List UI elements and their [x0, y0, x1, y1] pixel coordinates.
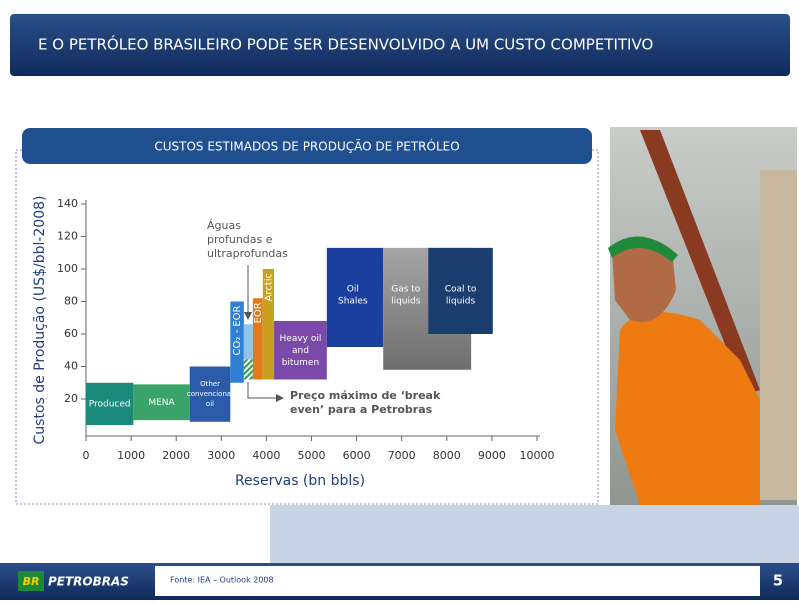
x-tick-label: 4000	[252, 449, 280, 462]
x-tick-label: 10000	[520, 449, 555, 462]
box-label: oil	[206, 400, 214, 408]
footer-box	[155, 566, 760, 596]
y-tick-label: 40	[64, 360, 78, 373]
cost-box	[243, 324, 253, 380]
box-label: EOR	[253, 302, 264, 323]
y-axis-label: Custos de Produção (US$/bbl-2008)	[32, 196, 48, 445]
cost-box	[428, 247, 493, 334]
x-tick-label: 8000	[433, 449, 461, 462]
box-label: Shales	[338, 296, 368, 306]
annotation: ultraprofundas	[207, 247, 288, 260]
slide-title: E O PETRÓLEO BRASILEIRO PODE SER DESENVO…	[38, 35, 653, 54]
y-tick-label: 60	[64, 327, 78, 340]
cost-box	[326, 247, 384, 347]
box-label: Arctic	[263, 273, 274, 301]
page-number: 5	[773, 572, 783, 590]
arrow	[247, 382, 282, 399]
x-tick-label: 6000	[343, 449, 371, 462]
cost-box	[86, 382, 134, 425]
cost-box	[230, 301, 244, 383]
annotation: even’ para a Petrobras	[290, 403, 433, 416]
box-label: bitumen	[282, 358, 319, 368]
x-tick-label: 7000	[388, 449, 416, 462]
x-tick-label: 9000	[478, 449, 506, 462]
box-label: liquids	[446, 296, 476, 306]
x-tick-label: 3000	[207, 449, 235, 462]
box-label: and	[292, 346, 309, 356]
x-tick-label: 2000	[162, 449, 190, 462]
y-tick-label: 20	[64, 392, 78, 405]
box-label: CO₂ - EOR	[232, 305, 243, 355]
hatch	[243, 359, 253, 380]
box-label: Heavy oil	[280, 334, 322, 344]
box-label-line: Arctic	[263, 273, 274, 301]
cost-box	[274, 321, 327, 380]
cost-box	[262, 269, 275, 380]
cost-box	[252, 298, 263, 380]
x-axis-label: Reservas (bn bbls)	[235, 473, 365, 489]
cost-box	[133, 384, 190, 421]
title-bar	[10, 14, 790, 76]
logo-mark: BR	[23, 575, 40, 588]
photo	[608, 127, 797, 505]
box-label-line: EOR	[253, 302, 264, 323]
cost-box	[189, 366, 231, 422]
box-label: liquids	[391, 296, 421, 306]
arrow-head	[276, 394, 284, 402]
box-label: Oil	[347, 284, 359, 294]
arrow-head	[244, 312, 252, 320]
x-tick-label: 0	[83, 449, 90, 462]
chart-header	[22, 128, 592, 164]
y-tick-label: 140	[57, 197, 78, 210]
source: Fonte: IEA – Outlook 2008	[170, 576, 274, 585]
y-tick-label: 80	[64, 295, 78, 308]
logo-mark-box	[18, 571, 44, 591]
box-label: MENA	[148, 398, 175, 408]
annotation: Águas	[207, 219, 241, 232]
x-tick-label: 5000	[298, 449, 326, 462]
annotation: Preço máximo de ‘break	[290, 389, 441, 402]
annotation: profundas e	[207, 233, 273, 246]
x-tick-label: 1000	[117, 449, 145, 462]
box-label: convencional	[187, 390, 233, 398]
box-label: Coal to	[445, 284, 477, 294]
box-label: Produced	[89, 399, 131, 409]
box-label: Gas to	[391, 284, 421, 294]
y-tick-label: 100	[57, 262, 78, 275]
box-label: Other	[200, 380, 220, 388]
logo: PETROBRAS	[48, 575, 129, 589]
y-tick-label: 120	[57, 230, 78, 243]
chart-title: CUSTOS ESTIMADOS DE PRODUÇÃO DE PETRÓLEO	[154, 139, 459, 154]
deco	[270, 505, 799, 565]
box-label-line: CO₂ - EOR	[232, 305, 243, 355]
